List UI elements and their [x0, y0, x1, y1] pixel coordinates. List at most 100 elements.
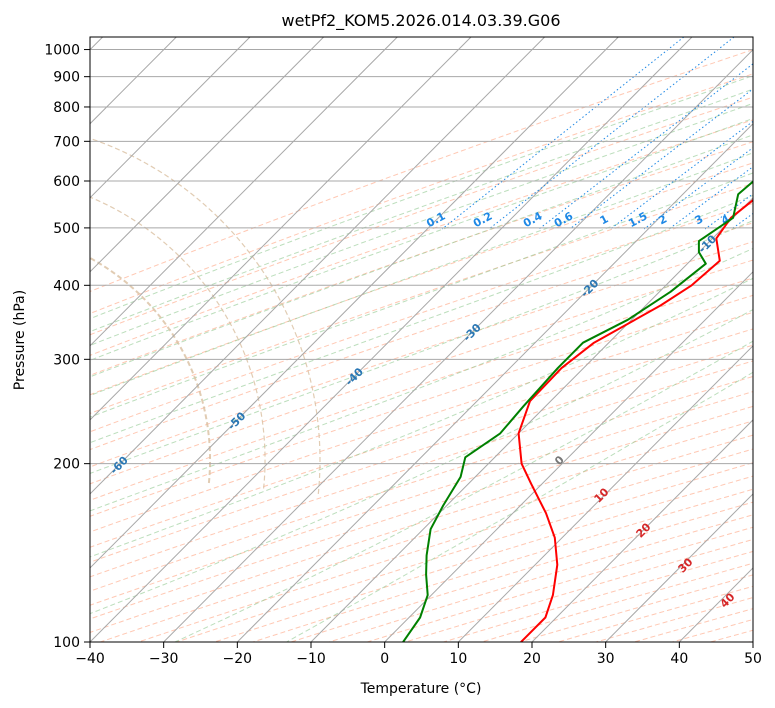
moist-adiabat-line [90, 172, 753, 418]
x-tick-label: −30 [149, 651, 179, 667]
dry-adiabat-line [90, 73, 753, 315]
x-tick-label: 0 [380, 651, 389, 667]
moist-adiabat-line [90, 194, 753, 444]
moist-adiabat-line [90, 309, 753, 615]
isotherm-line [457, 345, 753, 642]
dry-adiabat-line [90, 294, 753, 517]
theta-e-line [90, 196, 266, 489]
isotherm-line [236, 123, 753, 642]
dry-adiabat-line [90, 182, 753, 414]
x-tick-label: −10 [296, 651, 326, 667]
y-axis-label: Pressure (hPa) [12, 290, 28, 390]
isotherm-label: -70 [0, 498, 13, 521]
mixing-ratio-line [441, 37, 685, 230]
x-tick-label: 10 [449, 651, 467, 667]
dry-adiabat-line [90, 311, 753, 533]
y-tick-label: 800 [53, 100, 80, 116]
moist-adiabat-label: 10 [592, 485, 612, 505]
y-tick-label: 200 [53, 457, 80, 473]
moist-adiabat-line [90, 152, 753, 397]
x-tick-label: −40 [75, 651, 105, 667]
x-axis: −40 −30 −20 −10 0 10 20 30 40 50 [75, 642, 762, 667]
moist-adiabat-label: 40 [718, 590, 738, 610]
dry-adiabat-line [90, 360, 753, 578]
mixing-ratio-label: 0.4 [521, 209, 545, 230]
moist-adiabat-line [90, 277, 753, 558]
moist-adiabat-line [90, 134, 753, 378]
mixing-ratio-label: 3 [693, 212, 706, 227]
theta-e-line [90, 256, 212, 484]
isotherm-line [90, 37, 545, 495]
dry-adiabat-line [634, 608, 753, 642]
isotherm-line [384, 271, 753, 642]
dry-adiabat-line [100, 434, 753, 642]
mixing-ratio-label: 6 [758, 212, 771, 227]
dry-adiabat-line [710, 629, 753, 642]
x-tick-label: −20 [223, 651, 253, 667]
mixing-ratio-line [538, 63, 753, 230]
dry-adiabat-line [90, 96, 753, 336]
moist-adiabat-line [90, 247, 753, 512]
isotherm-line [752, 641, 753, 642]
dry-adiabat-line [90, 241, 753, 468]
dry-adiabat-line [90, 162, 753, 396]
y-tick-label: 700 [53, 134, 80, 150]
mixing-ratio-line [668, 166, 753, 230]
dry-adiabat-line [90, 344, 753, 563]
mixing-ratio-label: 1 [598, 212, 611, 227]
y-tick-label: 900 [53, 70, 80, 86]
dry-adiabat-line [90, 141, 753, 376]
dry-adiabat-line [328, 514, 753, 642]
dry-adiabat-line [90, 328, 753, 548]
moist-adiabat-line [90, 102, 753, 346]
isotherm-line [90, 37, 251, 199]
y-tick-label: 300 [53, 352, 80, 368]
isotherm-line [605, 493, 753, 642]
x-tick-label: 50 [744, 651, 762, 667]
plot-frame [89, 36, 754, 643]
y-axis: 100 200 300 400 500 600 700 800 900 1000 [44, 43, 90, 651]
dry-adiabat-line [90, 277, 753, 501]
isotherm-line [163, 48, 753, 642]
moist-adiabat-line [90, 75, 753, 320]
moist-adiabat-line [90, 88, 753, 333]
x-tick-label: 20 [523, 651, 541, 667]
dry-adiabat-line [367, 526, 753, 642]
profile-lines [402, 180, 753, 642]
y-tick-label: 400 [53, 278, 80, 294]
moist-adiabat-line [286, 371, 753, 642]
dewpoint-profile [402, 180, 753, 642]
isotherm-line [90, 37, 619, 569]
dry-adiabat-line [90, 202, 753, 433]
mixing-ratio-line [488, 37, 735, 230]
dry-adiabat-line [90, 119, 753, 356]
dry-adiabat-line [672, 618, 753, 642]
isotherm-line [531, 419, 753, 642]
dry-adiabat-line [90, 375, 753, 592]
dry-adiabat-line [90, 49, 753, 293]
isotherm-line [310, 197, 753, 642]
mixing-ratio-line [610, 120, 753, 230]
x-tick-label: 30 [597, 651, 615, 667]
moist-adiabat-line [90, 220, 753, 474]
temperature-profile [517, 198, 753, 642]
dry-adiabat-line [443, 550, 753, 642]
dry-adiabat-line [90, 222, 753, 451]
dry-adiabat-line [90, 391, 753, 606]
y-tick-label: 1000 [44, 43, 80, 59]
y-tick-label: 600 [53, 174, 80, 190]
dry-adiabat-line [90, 259, 753, 485]
mixing-ratio-label: 2 [656, 212, 669, 227]
y-tick-label: 500 [53, 221, 80, 237]
mixing-ratio-line [771, 37, 775, 229]
moist-adiabat-label: 30 [676, 555, 696, 575]
isotherm-line [90, 37, 398, 347]
x-axis-label: Temperature (°C) [360, 681, 482, 697]
isotherm-line [90, 37, 324, 273]
isotherm-line [90, 37, 693, 642]
x-tick-label: 40 [670, 651, 688, 667]
y-tick-label: 100 [53, 635, 80, 651]
mixing-ratio-label: 1.5 [626, 209, 649, 230]
background-lines [90, 37, 775, 642]
